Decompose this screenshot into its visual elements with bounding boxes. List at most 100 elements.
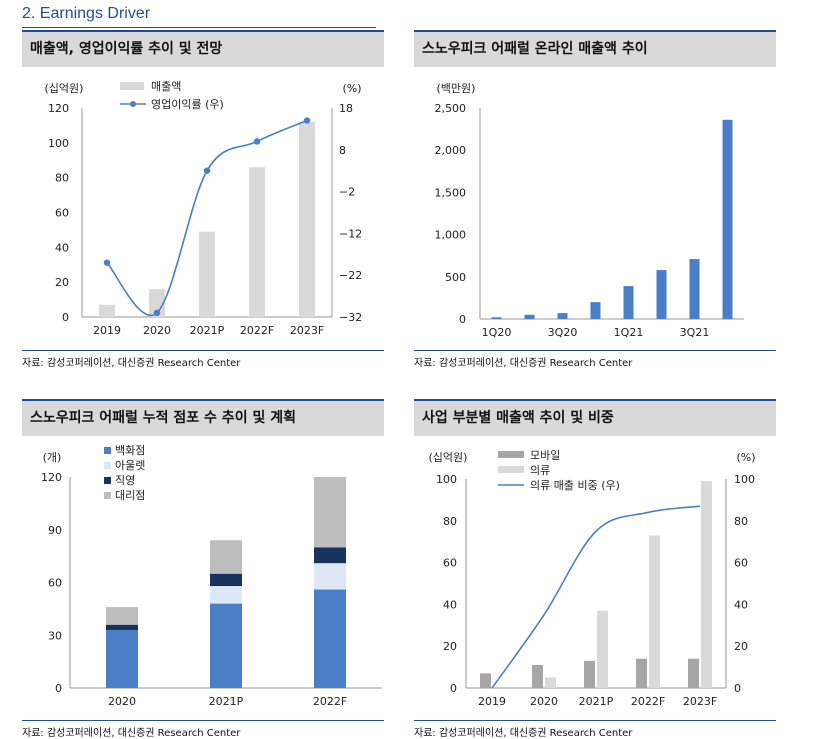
x-tick-label: 3Q21 [680, 326, 710, 339]
legend-label-mobile: 모바일 [530, 448, 560, 462]
y2-tick-label: 60 [734, 557, 748, 570]
revenue-bar [299, 121, 315, 317]
mobile-bar [584, 660, 595, 688]
store-bar-segment [210, 603, 242, 688]
x-tick-label: 1Q21 [614, 326, 644, 339]
y-axis-unit-left: (십억원) [45, 82, 84, 95]
y-axis-unit-left: (개) [43, 451, 62, 464]
legend-swatch-store [104, 462, 111, 469]
y-tick-label: 30 [48, 629, 62, 642]
y2-tick-label: 8 [339, 144, 346, 157]
x-tick-label: 2019 [478, 695, 506, 708]
store-bar-segment [210, 586, 242, 604]
store-bar-segment [314, 477, 346, 548]
margin-point [303, 117, 311, 124]
legend-label-store: 직영 [115, 474, 135, 487]
source-note-segments: 자료: 감성코퍼레이션, 대신증권 Research Center [414, 720, 776, 739]
mobile-bar [636, 658, 647, 688]
apparel-share-line [491, 505, 701, 689]
legend-label-revenue: 매출액 [151, 80, 181, 93]
y-tick-label: 40 [55, 241, 69, 254]
online-sales-bar [590, 302, 601, 319]
legend-label-apparel: 의류 [530, 464, 550, 477]
online-sales-bar [689, 259, 700, 319]
y-tick-label: 1,500 [435, 186, 467, 199]
y-tick-label: 60 [48, 577, 62, 590]
mobile-bar [532, 665, 543, 688]
margin-line [106, 119, 308, 317]
x-tick-label: 2022F [240, 324, 274, 337]
legend-label-share: 의류 매출 비중 (우) [530, 479, 620, 492]
x-tick-label: 2021P [190, 324, 225, 337]
legend-swatch-store [104, 477, 111, 484]
y-axis-unit-right: (%) [342, 82, 361, 95]
panel-title-segments: 사업 부분별 매출액 추이 및 비중 [414, 399, 776, 436]
margin-point [153, 309, 161, 317]
legend-label-margin: 영업이익률 (우) [151, 98, 224, 111]
y-tick-label: 1,000 [435, 229, 467, 242]
y2-tick-label: 80 [734, 515, 748, 528]
mobile-bar [688, 658, 699, 688]
revenue-bar [199, 231, 215, 317]
apparel-bar [545, 677, 556, 688]
y-tick-label: 120 [48, 102, 69, 115]
revenue-bar [149, 289, 165, 317]
store-bar-segment [210, 540, 242, 574]
y2-tick-label: −22 [339, 269, 362, 282]
y-tick-label: 2,000 [435, 144, 467, 157]
y-tick-label: 20 [443, 640, 457, 653]
legend-swatch-store [104, 447, 111, 454]
store-bar-segment [314, 589, 346, 688]
y2-tick-label: −32 [339, 311, 362, 324]
y-axis-unit-right: (%) [736, 451, 755, 464]
online-sales-bar [524, 314, 535, 319]
source-note-online: 자료: 감성코퍼레이션, 대신증권 Research Center [414, 350, 776, 369]
margin-point [253, 138, 261, 145]
online-sales-chart: (백만원) 0 500 1,000 1,500 2,000 2,500 1Q20 3Q20 1Q2… [435, 82, 744, 339]
store-bar-segment [314, 563, 346, 590]
online-sales-bar [491, 317, 502, 319]
source-note-stores: 자료: 감성코퍼레이션, 대신증권 Research Center [22, 720, 384, 739]
store-bar-segment [210, 573, 242, 587]
section-rule [22, 27, 376, 28]
store-bar-segment [106, 629, 138, 688]
legend-swatch-revenue [120, 82, 144, 90]
x-tick-label: 2021P [209, 695, 244, 708]
y-tick-label: 80 [443, 515, 457, 528]
y-tick-label: 100 [436, 473, 457, 486]
legend-label-store: 대리점 [115, 489, 145, 502]
legend-swatch-apparel [498, 466, 524, 473]
apparel-bar [597, 610, 608, 688]
margin-point [103, 259, 111, 266]
y-tick-label: 90 [48, 524, 62, 537]
x-tick-label: 2020 [108, 695, 136, 708]
margin-point [203, 167, 211, 174]
revenue-bar [99, 304, 115, 317]
online-sales-bar [623, 286, 634, 319]
panel-title-revenue: 매출액, 영업이익률 추이 및 전망 [22, 30, 384, 67]
x-tick-label: 2020 [143, 324, 171, 337]
y-tick-label: 0 [459, 313, 466, 326]
x-tick-label: 3Q20 [548, 326, 578, 339]
revenue-margin-chart: (십억원) (%) 0 20 40 60 80 100 120 −32 −22 −12 −2 8 18 201… [45, 80, 363, 337]
section-title: 2. Earnings Driver [22, 5, 151, 22]
y-tick-label: 80 [55, 172, 69, 185]
y-tick-label: 60 [443, 557, 457, 570]
x-tick-label: 2020 [530, 695, 558, 708]
legend-label-store: 백화점 [115, 444, 145, 457]
y2-tick-label: 0 [734, 682, 741, 695]
y-tick-label: 120 [41, 471, 62, 484]
online-sales-bar [557, 313, 568, 319]
x-tick-label: 2023F [290, 324, 324, 337]
legend-label-store: 아울렛 [115, 459, 145, 472]
panel-title-online: 스노우피크 어패럴 온라인 매출액 추이 [414, 30, 776, 67]
y2-tick-label: 40 [734, 598, 748, 611]
x-tick-label: 2023F [683, 695, 717, 708]
y-tick-label: 0 [55, 682, 62, 695]
y2-tick-label: 20 [734, 640, 748, 653]
y-tick-label: 100 [48, 137, 69, 150]
revenue-bar [249, 167, 265, 317]
x-tick-label: 2022F [631, 695, 665, 708]
y-axis-unit-left: (백만원) [437, 82, 476, 95]
y-tick-label: 500 [445, 271, 466, 284]
